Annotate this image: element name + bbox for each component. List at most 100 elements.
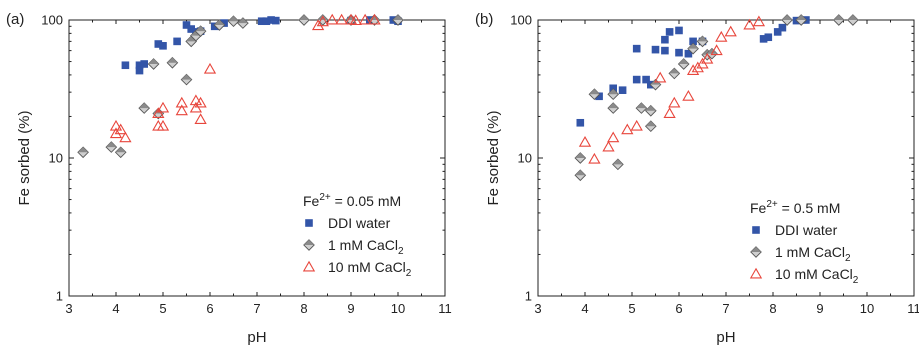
y-tick-label-0: 1 (56, 289, 63, 304)
data-point (210, 22, 219, 31)
data-point (651, 45, 660, 54)
data-point (189, 94, 203, 106)
panel-label: (a) (6, 11, 24, 28)
data-point (182, 21, 191, 29)
data-point (140, 60, 148, 68)
data-point (602, 140, 615, 152)
data-point (724, 25, 737, 37)
data-point (175, 96, 188, 108)
x-tick-label-3: 6 (675, 301, 682, 316)
data-point (696, 35, 709, 48)
legend-label-10mm-cacl2: 10 mM CaCl2 (328, 259, 412, 279)
legend-label-ddi-water: DDI water (328, 215, 391, 231)
y-tick-label-2: 100 (41, 13, 63, 28)
legend-marker-ddi-water (305, 219, 313, 227)
data-point (661, 35, 669, 44)
y-axis-title: Fe sorbed (%) (485, 110, 502, 205)
x-tick-label-8: 11 (907, 301, 919, 316)
data-point (588, 152, 601, 164)
plot-frame (537, 19, 915, 297)
x-axis-title: pH (716, 329, 735, 346)
data-point (173, 37, 181, 46)
data-point (677, 58, 690, 70)
series-1mm-cacl2 (77, 14, 404, 159)
data-point (630, 119, 643, 131)
data-point (668, 96, 681, 108)
data-point (675, 48, 683, 57)
data-point (114, 146, 127, 159)
data-point (316, 15, 329, 27)
x-tick-label-5: 8 (300, 301, 307, 316)
data-point (203, 62, 217, 74)
series-10mm-cacl2 (578, 15, 766, 164)
x-tick-label-7: 10 (391, 301, 405, 316)
data-point (180, 73, 193, 86)
data-point (684, 49, 693, 58)
data-point (764, 33, 773, 42)
data-point (349, 14, 362, 26)
data-point (574, 169, 587, 182)
data-point (135, 61, 144, 70)
series-1mm-cacl2 (574, 14, 859, 182)
data-point (326, 13, 339, 25)
panel-label: (b) (475, 11, 493, 28)
data-point (578, 135, 592, 147)
data-point (147, 58, 160, 70)
data-point (715, 30, 728, 42)
data-point (237, 17, 249, 29)
data-point (166, 56, 179, 69)
data-point (847, 14, 859, 26)
series-10mm-cacl2 (109, 13, 381, 143)
data-point (635, 102, 648, 114)
x-tick-label-2: 5 (628, 301, 635, 316)
x-tick-label-7: 10 (860, 301, 874, 316)
x-tick-label-6: 9 (347, 301, 354, 316)
data-point (187, 25, 195, 33)
legend-label-10mm-cacl2: 10 mM CaCl2 (775, 266, 859, 286)
data-point (675, 26, 683, 35)
data-point (743, 18, 756, 30)
data-point (595, 92, 603, 101)
data-point (663, 107, 676, 118)
data-point (152, 107, 165, 118)
data-point (135, 66, 144, 75)
data-point (752, 15, 766, 27)
data-point (607, 88, 620, 101)
data-point (114, 123, 127, 135)
x-tick-label-4: 7 (722, 301, 729, 316)
data-point (665, 28, 674, 36)
data-point (194, 25, 207, 38)
data-point (621, 123, 634, 135)
data-point (710, 44, 723, 56)
data-point (335, 13, 348, 25)
data-point (574, 152, 587, 164)
x-tick-label-6: 9 (816, 301, 823, 316)
legend-marker-1mm-cacl2 (303, 239, 315, 251)
data-point (607, 102, 620, 114)
data-point (682, 89, 695, 101)
data-point (632, 75, 641, 84)
data-point (612, 158, 624, 171)
y-axis-title: Fe sorbed (%) (16, 110, 33, 205)
data-point (632, 44, 641, 53)
data-point (644, 120, 657, 133)
data-point (618, 86, 627, 94)
data-point (609, 84, 617, 93)
y-tick-label-1: 10 (49, 151, 63, 166)
data-point (213, 19, 226, 31)
x-tick-label-1: 4 (581, 301, 588, 316)
data-point (759, 35, 768, 43)
x-tick-label-5: 8 (769, 301, 776, 316)
data-point (701, 52, 714, 64)
x-tick-label-2: 5 (159, 301, 166, 316)
data-point (121, 61, 130, 70)
data-point (642, 75, 650, 84)
data-point (668, 67, 681, 80)
data-point (109, 119, 123, 131)
data-point (392, 14, 404, 26)
